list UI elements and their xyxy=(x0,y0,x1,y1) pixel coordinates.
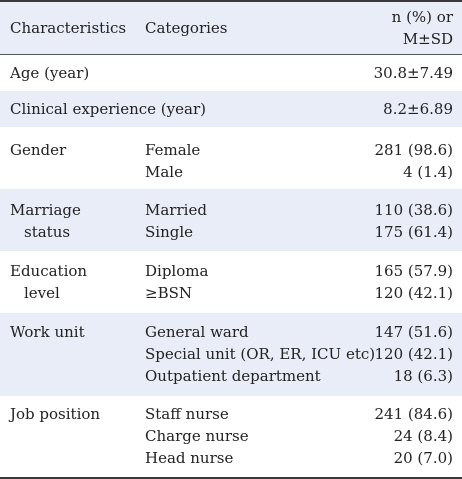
value-general-ward: 147 (51.6) xyxy=(374,323,453,341)
header-value: n (%) or M±SD xyxy=(392,6,453,50)
education-label-line2: level xyxy=(24,284,60,302)
category-diploma: Diploma xyxy=(145,262,209,280)
header-value-line2: M±SD xyxy=(402,30,453,48)
header-characteristics: Characteristics xyxy=(10,19,127,37)
value-diploma: 165 (57.9) xyxy=(374,262,453,280)
category-bsn: ≥BSN xyxy=(145,284,192,302)
row-work-unit-characteristic: Work unit xyxy=(10,323,85,341)
category-married: Married xyxy=(145,201,207,219)
row-age-value: 30.8±7.49 xyxy=(373,64,453,82)
value-bsn: 120 (42.1) xyxy=(374,284,453,302)
row-gender-characteristic: Gender xyxy=(10,141,67,159)
row-marriage-status-values: 110 (38.6) 175 (61.4) xyxy=(374,199,453,243)
table-header: Characteristics Categories n (%) or M±SD xyxy=(0,2,462,54)
value-female: 281 (98.6) xyxy=(374,141,453,159)
value-male: 4 (1.4) xyxy=(403,163,453,181)
row-age-characteristic: Age (year) xyxy=(10,64,90,82)
row-clinical-experience-characteristic: Clinical experience (year) xyxy=(10,100,206,118)
marriage-label-line1: Marriage xyxy=(10,201,81,219)
value-staff-nurse: 241 (84.6) xyxy=(374,405,453,423)
category-head-nurse: Head nurse xyxy=(145,449,234,467)
row-gender-categories: Female Male xyxy=(145,139,200,183)
row-education-level-values: 165 (57.9) 120 (42.1) xyxy=(374,260,453,304)
table-row-work-unit: Work unit General ward Special unit (OR,… xyxy=(0,313,462,396)
row-work-unit-values: 147 (51.6) 120 (42.1) 18 (6.3) xyxy=(374,321,453,387)
category-single: Single xyxy=(145,223,194,241)
category-staff-nurse: Staff nurse xyxy=(145,405,229,423)
category-male: Male xyxy=(145,163,183,181)
table-row-gender: Gender Female Male 281 (98.6) 4 (1.4) xyxy=(0,127,462,189)
category-female: Female xyxy=(145,141,201,159)
table-top-rule xyxy=(0,0,462,2)
table-row-marriage-status: Marriage status Married Single 110 (38.6… xyxy=(0,189,462,251)
value-married: 110 (38.6) xyxy=(374,201,453,219)
category-special-unit: Special unit (OR, ER, ICU etc) xyxy=(145,345,376,363)
row-education-level-characteristic: Education level xyxy=(10,260,87,304)
category-charge-nurse: Charge nurse xyxy=(145,427,249,445)
table-bottom-rule xyxy=(0,477,462,479)
row-clinical-experience-value: 8.2±6.89 xyxy=(383,100,453,118)
header-categories: Categories xyxy=(145,19,228,37)
value-charge-nurse: 24 (8.4) xyxy=(393,427,453,445)
row-job-position-categories: Staff nurse Charge nurse Head nurse xyxy=(145,403,249,469)
row-education-level-categories: Diploma ≥BSN xyxy=(145,260,208,304)
value-outpatient: 18 (6.3) xyxy=(393,367,453,385)
row-job-position-characteristic: Job position xyxy=(10,405,101,423)
category-general-ward: General ward xyxy=(145,323,249,341)
table-row-job-position: Job position Staff nurse Charge nurse He… xyxy=(0,396,462,477)
category-outpatient: Outpatient department xyxy=(145,367,321,385)
table-header-rule xyxy=(0,54,462,55)
table-row-clinical-experience: Clinical experience (year) 8.2±6.89 xyxy=(0,91,462,127)
header-value-line1: n (%) or xyxy=(391,8,453,26)
row-work-unit-categories: General ward Special unit (OR, ER, ICU e… xyxy=(145,321,375,387)
table-row-age: Age (year) 30.8±7.49 xyxy=(0,55,462,91)
row-gender-values: 281 (98.6) 4 (1.4) xyxy=(374,139,453,183)
table-row-education-level: Education level Diploma ≥BSN 165 (57.9) … xyxy=(0,251,462,313)
value-special-unit: 120 (42.1) xyxy=(374,345,453,363)
marriage-label-line2: status xyxy=(24,223,71,241)
education-label-line1: Education xyxy=(10,262,88,280)
row-marriage-status-categories: Married Single xyxy=(145,199,207,243)
value-single: 175 (61.4) xyxy=(374,223,453,241)
row-job-position-values: 241 (84.6) 24 (8.4) 20 (7.0) xyxy=(374,403,453,469)
value-head-nurse: 20 (7.0) xyxy=(393,449,453,467)
row-marriage-status-characteristic: Marriage status xyxy=(10,199,81,243)
